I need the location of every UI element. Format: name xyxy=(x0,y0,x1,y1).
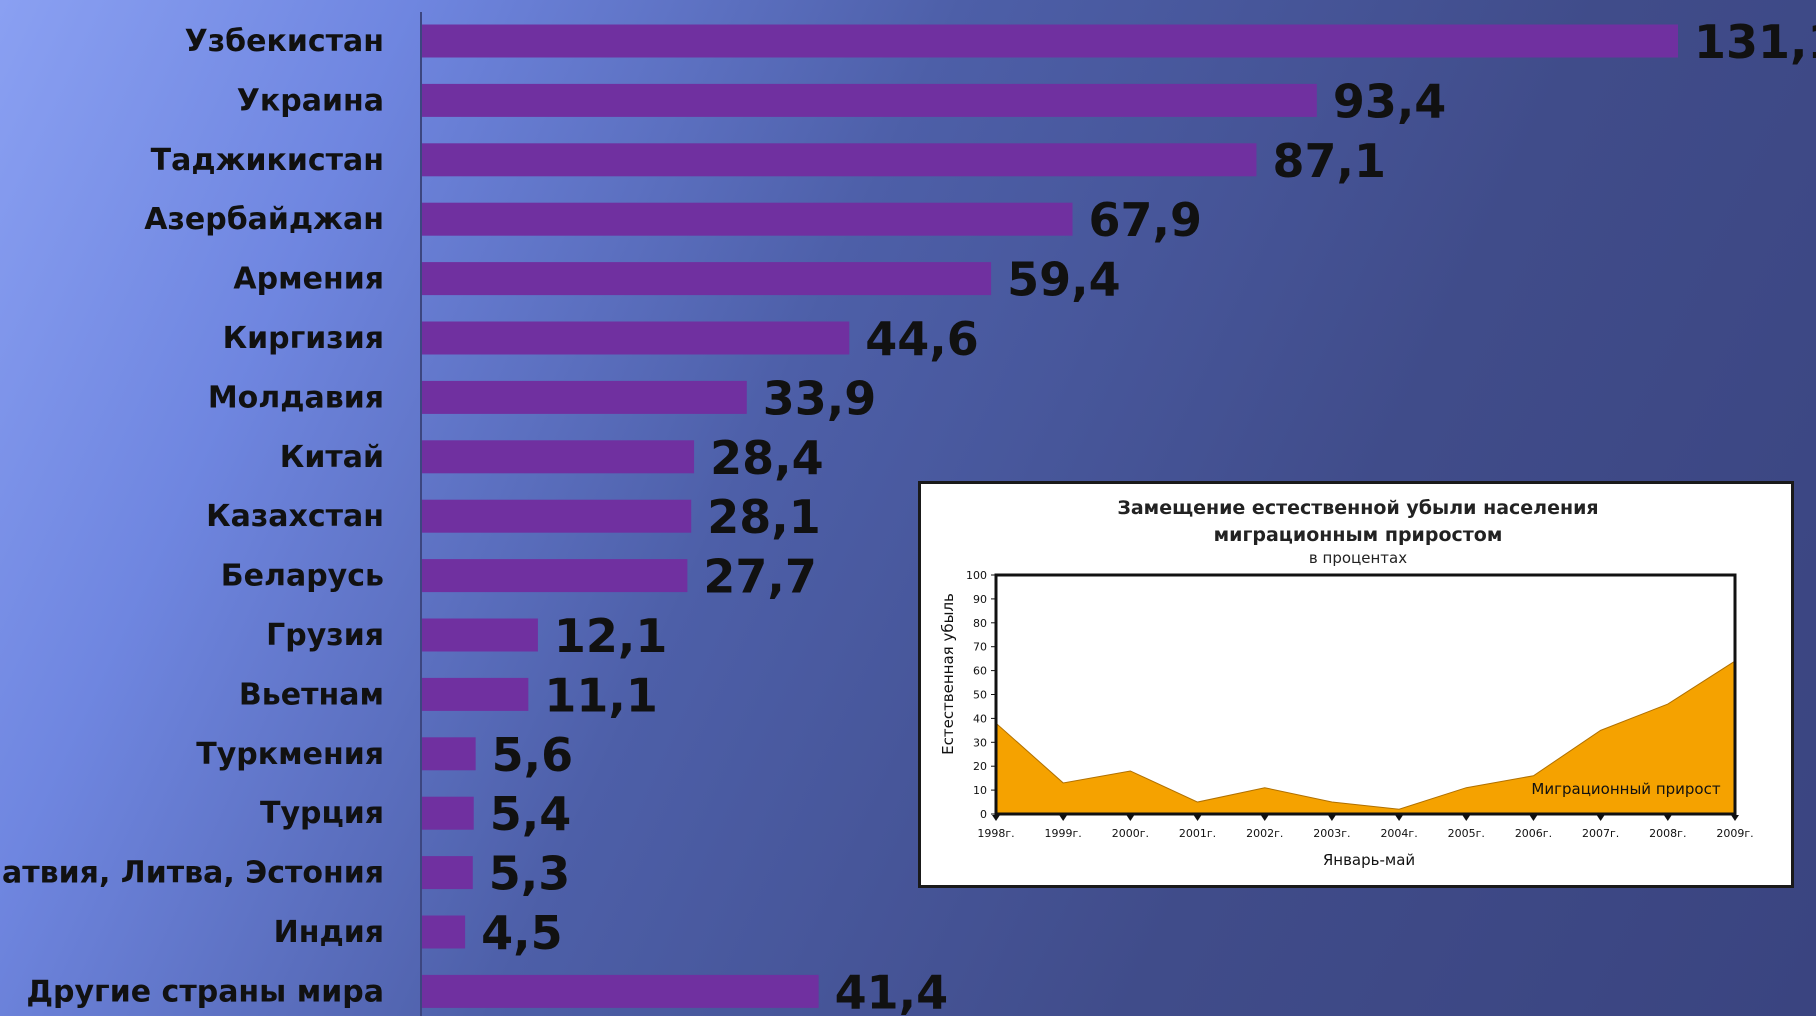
bar xyxy=(422,915,466,949)
bar xyxy=(422,143,1257,177)
bar xyxy=(422,677,529,711)
inset-chart-title-line-2: миграционным приростом xyxy=(1214,524,1503,546)
bars-layer: Узбекистан 131,1 Украина 93,4 Таджикистан 87,… xyxy=(0,15,1816,1016)
inset-x-tick-label: 2005г. xyxy=(1448,827,1485,840)
inset-y-tick-label: 100 xyxy=(966,569,987,582)
value-label: 93,4 xyxy=(1333,74,1447,128)
bar xyxy=(422,796,474,830)
value-label: 41,4 xyxy=(835,965,949,1016)
inset-chart-title-line-1: Замещение естественной убыли населения xyxy=(1117,497,1598,519)
value-label: 87,1 xyxy=(1272,134,1386,188)
inset-x-marker xyxy=(1731,815,1739,821)
inset-x-marker xyxy=(1126,815,1135,821)
category-label: Молдавия xyxy=(208,380,384,415)
bar xyxy=(422,380,747,414)
inset-x-marker xyxy=(1663,815,1672,821)
inset-x-tick-label: 2008г. xyxy=(1649,827,1686,840)
inset-x-marker xyxy=(1260,815,1269,821)
value-label: 131,1 xyxy=(1694,15,1816,69)
bar xyxy=(422,618,538,652)
inset-x-tick-label: 2003г. xyxy=(1313,827,1350,840)
category-label: Киргизия xyxy=(223,321,384,356)
category-label: Азербайджан xyxy=(144,202,384,237)
inset-x-marker xyxy=(992,815,1000,821)
category-label: Узбекистан xyxy=(185,24,384,59)
inset-x-axis-label: Январь-май xyxy=(1323,851,1415,869)
inset-plot-area: 0 10 20 30 40 50 60 70 80 90 100 1998г. 1999г. 2000г.… xyxy=(966,569,1754,840)
bar xyxy=(422,440,695,474)
inset-x-tick-label: 2001г. xyxy=(1179,827,1216,840)
inset-area-label: Миграционный прирост xyxy=(1531,780,1720,798)
category-label: Грузия xyxy=(266,618,384,653)
migration-area xyxy=(995,660,1736,815)
value-label: 27,7 xyxy=(703,550,817,604)
bar xyxy=(422,974,819,1008)
category-label: Латвия, Литва, Эстония xyxy=(0,856,384,891)
inset-x-marker xyxy=(1193,815,1202,821)
inset-y-tick-label: 70 xyxy=(973,641,987,654)
category-label: Вьетнам xyxy=(239,677,384,712)
category-label: Таджикистан xyxy=(151,143,384,178)
category-label: Китай xyxy=(280,440,384,475)
value-label: 4,5 xyxy=(481,906,563,960)
inset-x-tick-label: 2007г. xyxy=(1582,827,1619,840)
category-label: Украина xyxy=(237,83,384,118)
category-label: Беларусь xyxy=(221,559,384,594)
value-label: 44,6 xyxy=(865,312,979,366)
bar xyxy=(422,262,992,296)
inset-x-marker xyxy=(1529,815,1538,821)
category-label: Туркмения xyxy=(196,737,384,772)
inset-x-marker xyxy=(1462,815,1471,821)
inset-y-axis-label: Естественная убыль xyxy=(939,593,957,755)
bar xyxy=(422,24,1678,58)
bar xyxy=(422,321,850,355)
value-label: 11,1 xyxy=(544,668,658,722)
value-label: 59,4 xyxy=(1007,253,1121,307)
inset-x-tick-label: 2004г. xyxy=(1380,827,1417,840)
inset-x-tick-label: 2006г. xyxy=(1515,827,1552,840)
bar xyxy=(422,202,1073,236)
inset-y-tick-label: 60 xyxy=(973,665,987,678)
bar xyxy=(422,83,1317,117)
category-label: Казахстан xyxy=(206,499,384,534)
value-label: 28,4 xyxy=(710,431,824,485)
category-label: Армения xyxy=(233,262,384,297)
inset-y-tick-label: 0 xyxy=(980,808,987,821)
value-label: 67,9 xyxy=(1089,193,1203,247)
inset-y-tick-label: 40 xyxy=(973,712,987,725)
inset-y-tick-label: 80 xyxy=(973,617,987,630)
inset-x-marker xyxy=(1327,815,1336,821)
inset-y-tick-label: 10 xyxy=(973,784,987,797)
inset-x-tick-label: 1999г. xyxy=(1045,827,1082,840)
category-label: Индия xyxy=(274,915,384,950)
bar xyxy=(422,856,473,890)
inset-x-marker xyxy=(1395,815,1404,821)
inset-area-chart-panel: Замещение естественной убыли населения м… xyxy=(918,481,1794,888)
inset-x-tick-label: 2009г. xyxy=(1716,827,1753,840)
value-label: 5,6 xyxy=(492,728,574,782)
category-label: Другие страны мира xyxy=(26,974,384,1009)
bar xyxy=(422,737,476,771)
value-label: 12,1 xyxy=(554,609,668,663)
inset-y-tick-label: 90 xyxy=(973,593,987,606)
bar xyxy=(422,499,692,533)
bar xyxy=(422,559,688,593)
value-label: 33,9 xyxy=(763,371,877,425)
inset-y-tick-label: 30 xyxy=(973,736,987,749)
inset-x-tick-label: 2002г. xyxy=(1246,827,1283,840)
inset-chart-subtitle: в процентах xyxy=(1309,549,1407,567)
inset-x-tick-label: 2000г. xyxy=(1112,827,1149,840)
inset-x-marker xyxy=(1596,815,1605,821)
inset-area-chart: Замещение естественной убыли населения м… xyxy=(939,497,1754,869)
inset-y-tick-label: 20 xyxy=(973,760,987,773)
value-label: 5,4 xyxy=(490,787,572,841)
value-label: 28,1 xyxy=(707,490,821,544)
inset-x-tick-label: 1998г. xyxy=(977,827,1014,840)
category-label: Турция xyxy=(260,796,384,831)
inset-x-marker xyxy=(1059,815,1068,821)
value-label: 5,3 xyxy=(489,847,570,901)
inset-y-tick-label: 50 xyxy=(973,689,987,702)
